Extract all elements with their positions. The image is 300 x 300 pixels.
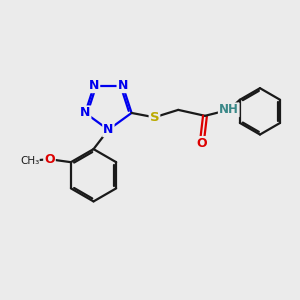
Text: NH: NH	[219, 103, 239, 116]
Text: CH₃: CH₃	[20, 156, 39, 166]
Text: N: N	[89, 79, 99, 92]
Text: O: O	[197, 137, 207, 150]
Text: N: N	[80, 106, 90, 119]
Text: S: S	[150, 111, 159, 124]
Text: N: N	[103, 123, 114, 136]
Text: O: O	[44, 153, 55, 166]
Text: N: N	[118, 79, 128, 92]
